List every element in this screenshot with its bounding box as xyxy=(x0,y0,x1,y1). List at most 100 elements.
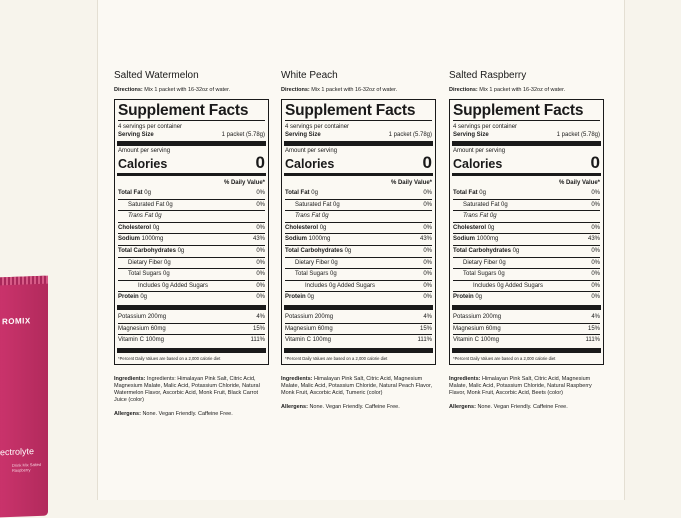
product-packet-image: ROMIX ectrolyte Drink Mix Salted Raspber… xyxy=(0,275,48,518)
daily-value: 0% xyxy=(256,282,265,289)
daily-value: 0% xyxy=(591,247,600,254)
mineral-row: Potassium 200mg 4% xyxy=(285,312,432,323)
nutrient-name: Saturated Fat 0g xyxy=(128,201,173,208)
nutrient-rows: Total Fat 0g 0% Saturated Fat 0g 0% Trans Fa… xyxy=(453,188,600,303)
daily-value: 0% xyxy=(591,259,600,266)
nutrient-row: Total Sugars 0g 0% xyxy=(118,268,265,280)
nutrient-row: Includes 0g Added Sugars 0% xyxy=(453,279,600,292)
mineral-name: Vitamin C 100mg xyxy=(118,337,164,344)
nutrient-name: Dietary Fiber 0g xyxy=(463,259,506,266)
daily-value: 0% xyxy=(591,282,600,289)
nutrient-name: Protein 0g xyxy=(453,294,483,301)
mineral-name: Magnesium 60mg xyxy=(453,325,501,332)
nutrient-row: Total Carbohydrates 0g 0% xyxy=(453,244,600,257)
allergens: Allergens: None. Vegan Friendly. Caffein… xyxy=(114,410,233,417)
nutrient-name: Trans Fat 0g xyxy=(295,213,329,220)
daily-value: 111% xyxy=(417,337,432,344)
daily-value: 0% xyxy=(423,294,432,301)
mineral-rows: Potassium 200mg 4% Magnesium 60mg 15% Vitami… xyxy=(453,312,600,346)
supplement-facts-panel: Supplement Facts 4 servings per containe… xyxy=(114,99,269,365)
nutrient-name: Total Carbohydrates 0g xyxy=(453,247,520,254)
daily-value: 0% xyxy=(423,259,432,266)
nutrient-row: Total Fat 0g 0% xyxy=(118,188,265,199)
facts-title: Supplement Facts xyxy=(285,102,432,121)
daily-value-header: % Daily Value* xyxy=(558,180,600,186)
daily-value: 0% xyxy=(591,224,600,231)
nutrient-row: Trans Fat 0g xyxy=(453,210,600,222)
nutrient-rows: Total Fat 0g 0% Saturated Fat 0g 0% Trans Fa… xyxy=(285,188,432,303)
daily-value: 43% xyxy=(252,236,265,243)
nutrient-row: Total Carbohydrates 0g 0% xyxy=(285,244,432,257)
nutrient-row: Protein 0g 0% xyxy=(453,291,600,303)
nutrient-row: Total Carbohydrates 0g 0% xyxy=(118,244,265,257)
nutrient-row: Saturated Fat 0g 0% xyxy=(453,198,600,211)
daily-value: 0% xyxy=(256,247,265,254)
nutrient-row: Cholesterol 0g 0% xyxy=(285,221,432,234)
nutrient-row: Protein 0g 0% xyxy=(118,291,265,303)
directions: Directions: Mix 1 packet with 16-32oz of… xyxy=(281,87,398,93)
nutrient-row: Dietary Fiber 0g 0% xyxy=(118,256,265,269)
nutrient-row: Includes 0g Added Sugars 0% xyxy=(285,279,432,292)
daily-value: 0% xyxy=(256,259,265,266)
daily-value: 0% xyxy=(591,294,600,301)
nutrient-name: Includes 0g Added Sugars xyxy=(305,282,376,289)
servings-per-container: 4 servings per container xyxy=(118,124,183,130)
divider-thick xyxy=(117,304,266,310)
nutrient-name: Total Fat 0g xyxy=(453,190,486,196)
nutrient-name: Includes 0g Added Sugars xyxy=(473,282,544,289)
daily-value: 0% xyxy=(423,247,432,254)
nutrient-row: Cholesterol 0g 0% xyxy=(118,221,265,234)
daily-value: 15% xyxy=(587,325,600,332)
packet-brand: ROMIX xyxy=(2,316,31,327)
daily-value: 43% xyxy=(419,236,432,243)
daily-value: 15% xyxy=(252,325,265,332)
nutrient-name: Includes 0g Added Sugars xyxy=(138,282,209,289)
amount-per-serving: Amount per serving xyxy=(453,148,506,154)
nutrient-name: Sodium 1000mg xyxy=(453,236,499,243)
divider-medium xyxy=(452,173,601,176)
nutrient-name: Saturated Fat 0g xyxy=(463,201,508,208)
nutrient-name: Cholesterol 0g xyxy=(285,224,327,231)
directions: Directions: Mix 1 packet with 16-32oz of… xyxy=(114,87,231,93)
nutrient-row: Total Sugars 0g 0% xyxy=(453,268,600,280)
flavor-column-salted-watermelon: Salted Watermelon Directions: Mix 1 pack… xyxy=(114,70,269,418)
nutrient-name: Total Sugars 0g xyxy=(295,271,337,278)
nutrient-name: Sodium 1000mg xyxy=(285,236,331,243)
nutrient-row: Saturated Fat 0g 0% xyxy=(118,198,265,211)
ingredients: Ingredients: Himalayan Pink Salt, Citric… xyxy=(281,375,433,396)
amount-per-serving: Amount per serving xyxy=(285,148,338,154)
allergens: Allergens: None. Vegan Friendly. Caffein… xyxy=(281,403,400,410)
calories-row: Calories 0 xyxy=(285,153,432,172)
nutrient-row: Total Sugars 0g 0% xyxy=(285,268,432,280)
serving-size: Serving Size 1 packet (5.78g) xyxy=(453,132,600,138)
directions: Directions: Mix 1 packet with 16-32oz of… xyxy=(449,87,566,93)
daily-value: 43% xyxy=(587,236,600,243)
flavor-title: Salted Raspberry xyxy=(449,70,527,81)
divider-thick xyxy=(284,141,433,146)
nutrient-row: Sodium 1000mg 43% xyxy=(118,233,265,245)
flavor-column-salted-raspberry: Salted Raspberry Directions: Mix 1 packe… xyxy=(449,70,604,411)
mineral-name: Vitamin C 100mg xyxy=(285,337,331,344)
divider-thick xyxy=(452,141,601,146)
mineral-name: Magnesium 60mg xyxy=(285,325,333,332)
daily-value-header: % Daily Value* xyxy=(390,180,432,186)
nutrient-name: Cholesterol 0g xyxy=(453,224,495,231)
flavor-title: White Peach xyxy=(281,70,338,81)
facts-title: Supplement Facts xyxy=(453,102,600,121)
nutrient-name: Saturated Fat 0g xyxy=(295,201,340,208)
mineral-row: Magnesium 60mg 15% xyxy=(118,322,265,335)
serving-size: Serving Size 1 packet (5.78g) xyxy=(285,132,432,138)
nutrient-row: Total Fat 0g 0% xyxy=(453,188,600,199)
divider-thick xyxy=(452,347,601,353)
packet-product-name: ectrolyte xyxy=(0,446,35,458)
servings-per-container: 4 servings per container xyxy=(285,124,350,130)
nutrient-row: Cholesterol 0g 0% xyxy=(453,221,600,234)
mineral-rows: Potassium 200mg 4% Magnesium 60mg 15% Vitami… xyxy=(118,312,265,346)
divider-medium xyxy=(284,173,433,176)
nutrient-name: Trans Fat 0g xyxy=(463,213,497,220)
nutrient-row: Trans Fat 0g xyxy=(118,210,265,222)
packet-crimp xyxy=(0,275,48,287)
daily-value: 0% xyxy=(423,201,432,208)
mineral-row: Vitamin C 100mg 111% xyxy=(453,334,600,346)
nutrient-name: Total Carbohydrates 0g xyxy=(285,247,352,254)
